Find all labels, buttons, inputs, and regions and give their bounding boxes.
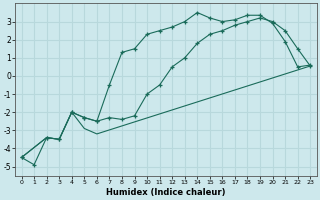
X-axis label: Humidex (Indice chaleur): Humidex (Indice chaleur) — [106, 188, 226, 197]
